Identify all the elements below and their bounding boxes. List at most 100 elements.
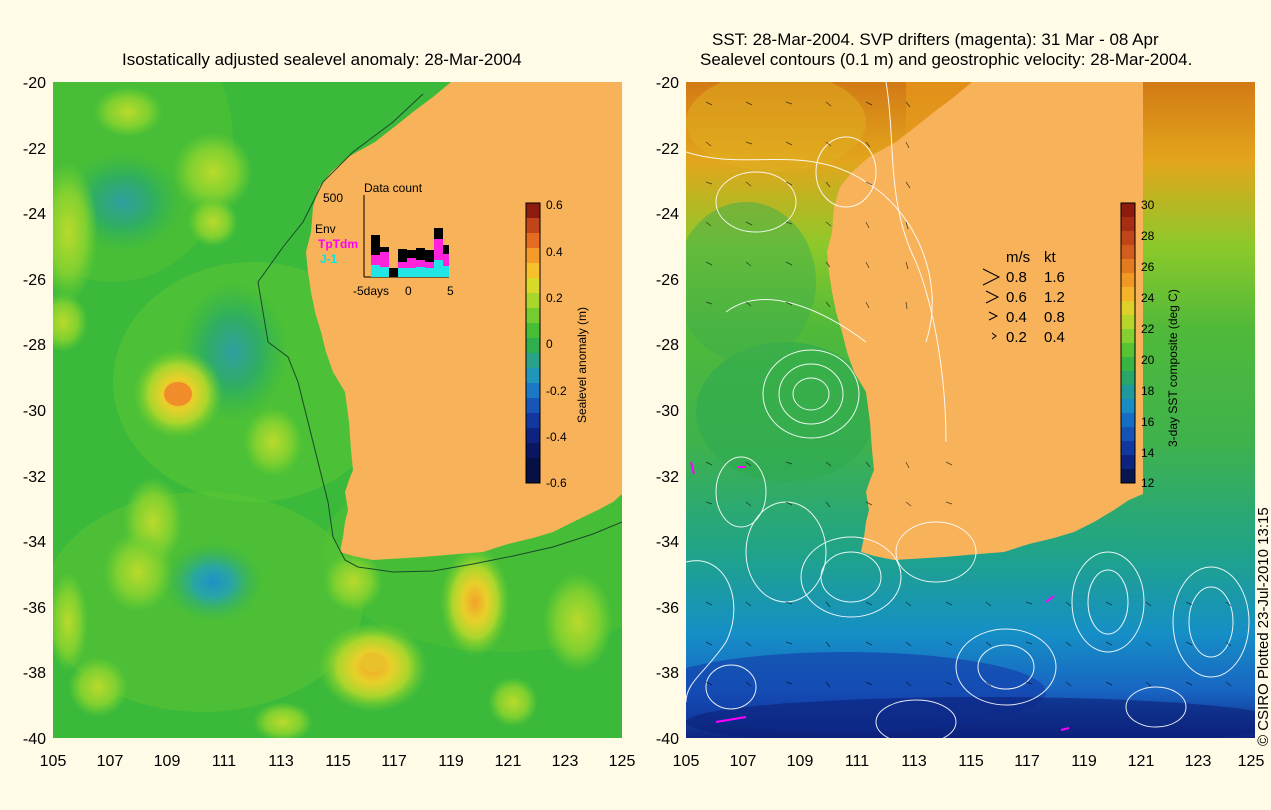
right-x-tick: 109 <box>787 753 814 770</box>
right-y-tick: -36 <box>656 600 679 617</box>
left-x-tick: 111 <box>212 753 236 770</box>
sla-tick-1: 0.6 <box>546 198 563 212</box>
data-count-inset: Data count 500 Env TpTdm J-1 -5days 0 5 <box>315 181 454 298</box>
left-y-tick: -34 <box>23 534 46 551</box>
left-y-tick: -32 <box>23 469 46 486</box>
right-map-title-line1: SST: 28-Mar-2004. SVP drifters (magenta)… <box>712 30 1159 49</box>
inset-y-max: 500 <box>323 191 343 205</box>
left-x-tick: 117 <box>381 753 407 770</box>
credit-text: © CSIRO Plotted 23-Jul-2010 13:15 <box>1255 507 1271 746</box>
svp-drifters <box>690 461 1070 731</box>
sla-tick-5: -0.2 <box>546 384 567 398</box>
left-x-tick: 119 <box>438 753 464 770</box>
sst-tick: 28 <box>1141 229 1155 243</box>
right-x-tick: 115 <box>958 753 984 770</box>
sea-level-anomaly-map[interactable]: Data count 500 Env TpTdm J-1 -5days 0 5 <box>53 82 622 738</box>
sst-colorbar-label: 3-day SST composite (deg C) <box>1166 289 1180 447</box>
velocity-legend: m/s kt 0.8 1.6 0.6 1.2 0.4 0.8 0.2 0.4 <box>982 249 1065 346</box>
left-x-tick: 109 <box>154 753 181 770</box>
australia-land-mainland <box>827 82 1143 560</box>
right-y-tick: -24 <box>656 206 679 223</box>
sla-colorbar-label: Sealevel anomaly (m) <box>575 307 589 423</box>
sst-tick: 14 <box>1141 446 1155 460</box>
shelf-contour <box>257 93 622 573</box>
left-x-tick: 121 <box>495 753 522 770</box>
velocity-legend-kt: 1.2 <box>1044 289 1065 306</box>
right-x-tick: 111 <box>845 753 869 770</box>
sst-tick: 16 <box>1141 415 1155 429</box>
right-y-tick: -20 <box>656 75 679 92</box>
left-y-tick: -24 <box>23 206 46 223</box>
left-x-tick: 123 <box>552 753 579 770</box>
sla-tick-6: -0.4 <box>546 430 567 444</box>
right-x-tick: 105 <box>673 753 700 770</box>
velocity-vectors <box>705 101 1232 688</box>
sst-tick: 18 <box>1141 384 1155 398</box>
sst-tick: 24 <box>1141 291 1155 305</box>
sla-tick-2: 0.4 <box>546 245 563 259</box>
right-x-tick: 119 <box>1071 753 1097 770</box>
velocity-legend-kt-header: kt <box>1044 249 1057 266</box>
left-y-tick: -22 <box>23 141 46 158</box>
right-y-tick: -32 <box>656 469 679 486</box>
right-y-tick: -22 <box>656 141 679 158</box>
velocity-legend-kt: 0.8 <box>1044 309 1065 326</box>
left-x-tick: 113 <box>268 753 294 770</box>
left-map-title: Isostatically adjusted sealevel anomaly:… <box>122 50 522 69</box>
inset-bars <box>371 228 449 277</box>
right-y-tick: -34 <box>656 534 679 551</box>
velocity-arrow-icon <box>988 311 999 321</box>
right-x-tick: 117 <box>1014 753 1040 770</box>
left-y-tick: -36 <box>23 600 46 617</box>
sla-tick-3: 0.2 <box>546 291 563 305</box>
sla-tick-7: -0.6 <box>546 476 567 490</box>
right-x-tick: 107 <box>730 753 757 770</box>
sst-map[interactable]: m/s kt 0.8 1.6 0.6 1.2 0.4 0.8 0.2 0.4 <box>686 82 1255 738</box>
left-y-tick: -26 <box>23 272 46 289</box>
sst-tick: 20 <box>1141 353 1155 367</box>
sst-tick: 22 <box>1141 322 1155 336</box>
inset-env-label: Env <box>315 222 336 236</box>
australia-land <box>306 82 622 560</box>
inset-j1-label: J-1 <box>320 252 338 266</box>
right-map-axes: -20 -22 -24 -26 -28 -30 -32 -34 -36 -38 … <box>656 75 1265 770</box>
left-y-tick: -28 <box>23 337 46 354</box>
left-x-tick: 125 <box>609 753 636 770</box>
right-y-tick: -26 <box>656 272 679 289</box>
inset-tptdm-label: TpTdm <box>318 237 358 251</box>
left-y-tick: -40 <box>23 731 46 748</box>
right-x-tick: 121 <box>1128 753 1155 770</box>
velocity-legend-ms: 0.4 <box>1006 309 1027 326</box>
sst-tick: 12 <box>1141 476 1155 490</box>
sst-tick: 30 <box>1141 198 1155 212</box>
inset-title: Data count <box>364 181 423 195</box>
right-y-tick: -38 <box>656 665 679 682</box>
svg-text:© CSIRO Plotted 23-Jul-2010 13: © CSIRO Plotted 23-Jul-2010 13:15 <box>1255 507 1271 746</box>
sla-tick-4: 0 <box>546 337 553 351</box>
inset-x-mid: 0 <box>405 284 412 298</box>
sst-colorbar: 30 28 26 24 22 20 18 16 14 12 3-day SST … <box>1120 198 1180 490</box>
left-map-axes: -20 -22 -24 -26 -28 -30 -32 -34 -36 -38 … <box>23 75 636 770</box>
left-x-tick: 115 <box>325 753 351 770</box>
velocity-arrow-icon <box>982 268 1001 286</box>
right-y-tick: -28 <box>656 337 679 354</box>
left-y-tick: -38 <box>23 665 46 682</box>
velocity-arrow-icon <box>991 332 997 340</box>
left-x-tick: 105 <box>40 753 67 770</box>
right-x-tick: 113 <box>901 753 927 770</box>
velocity-legend-kt: 0.4 <box>1044 329 1065 346</box>
right-x-tick: 123 <box>1185 753 1212 770</box>
right-x-tick: 125 <box>1238 753 1265 770</box>
right-map-title-line2: Sealevel contours (0.1 m) and geostrophi… <box>700 50 1193 69</box>
velocity-legend-ms: 0.6 <box>1006 289 1027 306</box>
inset-x-right: 5 <box>447 284 454 298</box>
right-y-tick: -30 <box>656 403 679 420</box>
velocity-legend-ms: 0.8 <box>1006 269 1027 286</box>
inset-x-left: -5days <box>353 284 389 298</box>
left-y-tick: -20 <box>23 75 46 92</box>
velocity-arrow-icon <box>985 290 1000 304</box>
velocity-legend-ms-header: m/s <box>1006 249 1030 266</box>
sealevel-contours <box>686 82 1250 738</box>
sla-colorbar: 0.6 0.4 0.2 0 -0.2 -0.4 -0.6 Sealevel an… <box>525 198 589 490</box>
left-y-tick: -30 <box>23 403 46 420</box>
